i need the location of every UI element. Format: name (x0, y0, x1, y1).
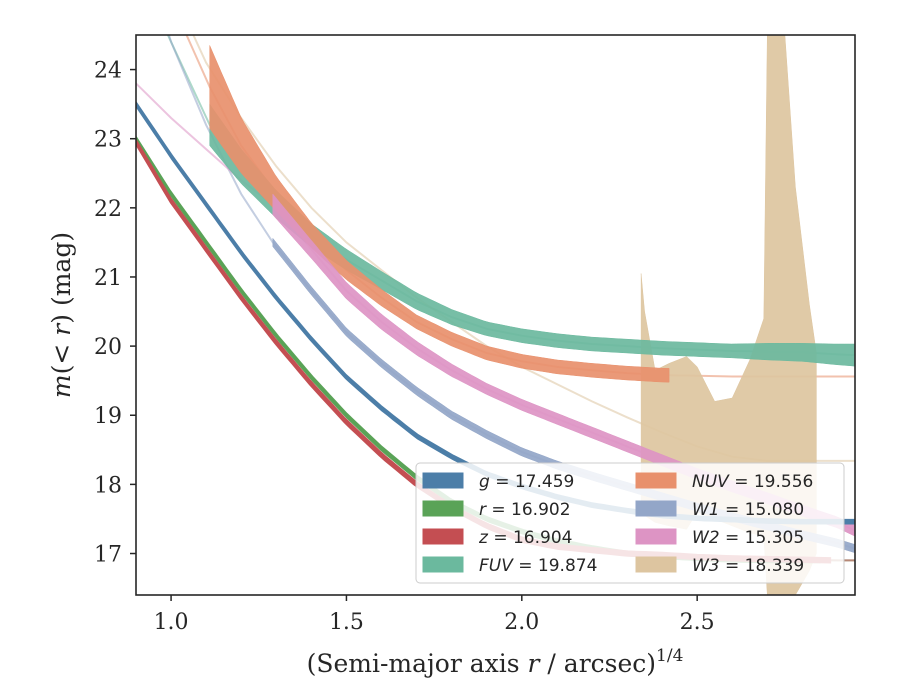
legend-label: r = 16.902 (479, 500, 571, 520)
x-tick-label: 2.0 (504, 610, 539, 635)
legend-entry-fuv: FUV = 19.874 (422, 556, 597, 576)
series-g-band (136, 100, 855, 525)
legend-swatch (635, 528, 677, 545)
legend-entry-nuv: NUV = 19.556 (635, 472, 813, 492)
y-tick-label: 21 (94, 266, 122, 291)
legend-label: NUV = 19.556 (692, 472, 813, 492)
legend-entry-w2: W2 = 15.305 (635, 528, 804, 548)
series-fuv-band (209, 103, 855, 367)
legend-swatch (635, 472, 677, 489)
series-layer (136, 35, 855, 595)
legend-entry-r: r = 16.902 (422, 500, 571, 520)
y-tick-label: 18 (94, 473, 122, 498)
y-tick-label: 24 (94, 59, 122, 84)
legend-swatch (422, 528, 464, 545)
legend-swatch (635, 500, 677, 517)
x-tick-label: 1.0 (154, 610, 189, 635)
legend-label: W3 = 18.339 (692, 556, 804, 576)
legend-swatch (422, 556, 464, 573)
legend-label: g = 17.459 (479, 472, 574, 492)
y-tick-label: 20 (94, 335, 122, 360)
series-nuv-band (209, 45, 670, 383)
legend-entry-w3: W3 = 18.339 (635, 556, 804, 576)
y-tick-label: 22 (94, 197, 122, 222)
legend-entry-z: z = 16.904 (422, 528, 572, 548)
series-w1-band (272, 237, 855, 554)
legend-swatch (635, 556, 677, 573)
legend-label: W2 = 15.305 (692, 528, 804, 548)
legend-label: FUV = 19.874 (479, 556, 597, 576)
legend-label: W1 = 15.080 (692, 500, 804, 520)
y-tick-label: 17 (94, 543, 122, 568)
legend: g = 17.459 r = 16.902 z = 16.904 FUV = 19.8… (415, 462, 845, 584)
x-axis-label: (Semi-major axis r / arcsec)1/4 (307, 646, 684, 678)
y-tick-label: 23 (94, 128, 122, 153)
legend-entries: g = 17.459 r = 16.902 z = 16.904 FUV = 19.8… (422, 472, 813, 576)
series-w2-band (272, 193, 855, 537)
legend-box (415, 462, 845, 584)
x-tick-label: 2.5 (680, 610, 715, 635)
y-tick-label: 19 (94, 404, 122, 429)
x-tick-label: 1.5 (329, 610, 364, 635)
axes-frame (135, 34, 856, 596)
legend-label: z = 16.904 (478, 528, 572, 548)
legend-entry-w1: W1 = 15.080 (635, 500, 804, 520)
legend-swatch (422, 500, 464, 517)
legend-entry-g: g = 17.459 (422, 472, 574, 492)
y-axis-label: m(< r) (mag) (47, 232, 76, 398)
ticks-layer: 1.0 1.5 2.0 2.5 17 18 19 20 21 22 23 24 (94, 59, 715, 635)
legend-swatch (422, 472, 464, 489)
